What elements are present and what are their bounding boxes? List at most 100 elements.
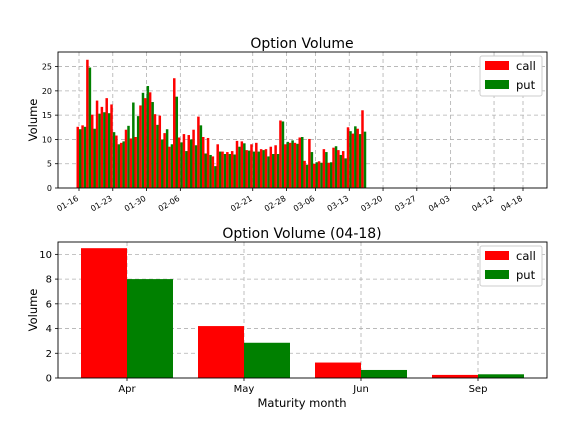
bar-call [264,149,268,188]
chart2-xlabel: Maturity month [258,396,347,410]
bar-call [182,134,186,188]
bar-call [144,98,147,188]
bar-call [293,142,297,188]
bar-put [165,129,169,188]
chart1-x-tick-label: 02-06 [157,194,182,213]
chart1-x-tick-label: 01-30 [123,194,148,213]
bar-call [303,160,306,188]
chart2-axes-frame [57,241,548,379]
bar-call [201,137,205,188]
chart2-x-tick-label: Jun [352,384,369,395]
chart1-x-tick-label: 03-20 [359,194,384,213]
bar-put [136,116,140,188]
bar-call [148,92,152,188]
bar-put [88,67,92,188]
chart2-y-tick-label: 6 [46,299,52,310]
bar-call [327,162,330,188]
bar-put [218,151,222,188]
chart1-title: Option Volume [250,36,353,52]
chart2-legend-put-swatch [485,270,509,279]
chart2-y-tick-label: 4 [46,324,52,335]
bar-put [204,153,207,188]
chart1-x-tick-label: 04-18 [499,194,524,213]
chart2-y-tick-label: 8 [46,275,52,286]
bar-call [192,129,195,188]
bar-put [122,141,125,188]
bar-put [83,126,87,188]
bar-call [346,127,350,188]
bar-put-may [244,342,290,378]
bar-call [119,142,123,188]
bar-call [211,156,215,188]
bar-call [129,138,133,188]
bar-put [363,131,367,188]
bar-put [228,154,232,188]
bar-call-sep [432,374,478,378]
bar-call [322,149,326,188]
chart2-y-tick-label: 0 [46,374,52,385]
bar-put [233,154,236,188]
bar-call [298,137,301,188]
bar-put [286,141,290,188]
bar-call [187,135,190,188]
bar-call [168,146,171,188]
chart1-legend-call-swatch [485,61,509,70]
chart2-x-tick-label: Apr [118,384,136,395]
bar-put [175,96,179,188]
bar-put [93,128,96,188]
bar-call [351,133,355,188]
bar-put [281,121,285,188]
bar-put [354,126,357,188]
bar-put [247,150,251,188]
chart1-y-ticks: 0 5 10 15 20 25 [42,63,58,193]
chart2-x-tick-label: May [234,384,255,395]
bar-call [341,151,345,188]
bar-put [349,131,352,188]
bar-call [259,149,263,188]
bar-call-apr [81,248,127,378]
bar-call [100,106,104,188]
bar-put [257,151,261,188]
bar-call [288,142,292,188]
chart1-x-tick-label: 02-28 [263,194,288,213]
bar-put [141,92,145,188]
bar-call [197,116,200,188]
chart1-legend-put-label: put [516,78,536,92]
bar-call [255,142,258,188]
chart1-y-tick-label: 20 [42,87,52,96]
bar-call [134,137,137,188]
bar-call [230,151,234,188]
bar-put [161,139,164,188]
bar-call [153,114,157,188]
bar-put-sep [478,374,524,378]
bar-call [124,129,128,188]
chart1-x-tick-label: 03-13 [326,194,351,213]
bar-put [339,154,343,188]
bar-call [216,144,219,188]
bar-put [199,125,203,188]
bar-put [243,143,246,188]
chart2-ylabel: Volume [26,289,40,332]
bar-put [315,162,318,188]
bar-put [79,129,82,188]
bar-put [358,134,362,188]
bar-call [240,141,244,188]
bar-call [173,78,176,188]
bar-put [146,86,150,188]
bar-put [296,143,299,188]
chart1-x-tick-label: 03-27 [393,194,418,213]
bar-put [98,113,101,188]
bar-put [170,144,174,188]
bar-put [305,164,309,188]
chart2-y-tick-label: 2 [46,349,52,360]
bar-call [110,104,113,188]
volume-by-maturity-chart: Option Volume (04-18) Volume Maturity mo… [26,226,548,410]
bar-put [117,144,121,188]
chart2-legend-call-swatch [485,251,509,260]
chart2-legend-put-label: put [516,268,536,282]
bar-put [334,146,338,188]
bar-put [185,151,188,188]
bar-call [139,105,142,188]
bar-call [76,126,79,188]
bar-put [329,162,333,188]
